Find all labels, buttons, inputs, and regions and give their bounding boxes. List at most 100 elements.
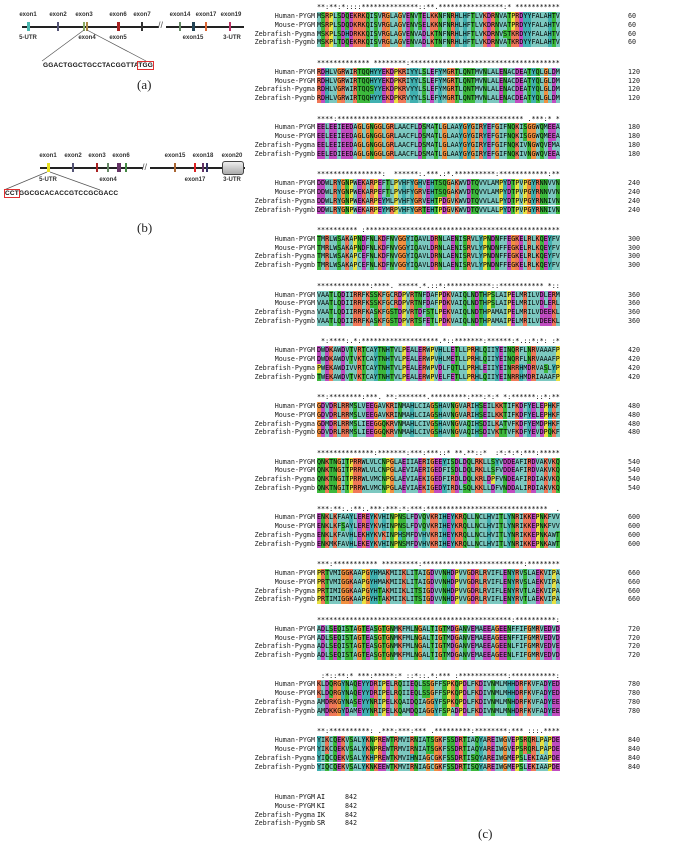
residue: H <box>547 20 552 30</box>
residue: V <box>450 290 455 300</box>
residue: Y <box>410 85 415 95</box>
residue: K <box>377 243 382 253</box>
residue: D <box>426 290 431 300</box>
residue: V <box>406 94 411 103</box>
residue: K <box>385 595 390 605</box>
residue: Q <box>333 753 338 763</box>
residue: L <box>426 252 431 262</box>
residue: D <box>430 577 435 587</box>
residue: G <box>385 132 390 141</box>
residue: I <box>341 475 346 484</box>
residue: Q <box>462 85 467 95</box>
sequence-row: EELEEIEEDAGLGNGGLGRLAACFLDSMATLGLAAYGYGI… <box>317 123 560 133</box>
residue: Y <box>450 522 455 531</box>
residue: S <box>321 12 326 21</box>
residue: G <box>373 123 378 133</box>
residue: E <box>365 651 370 660</box>
residue: R <box>535 624 540 634</box>
residue: G <box>446 94 451 103</box>
residue: I <box>406 457 411 467</box>
residue: D <box>551 762 556 772</box>
residue: A <box>410 372 415 382</box>
residue: L <box>393 132 398 141</box>
residue: V <box>491 522 496 531</box>
residue: V <box>519 577 524 587</box>
residue: I <box>466 736 471 745</box>
residue: R <box>450 475 455 484</box>
residue: W <box>535 149 540 159</box>
residue: I <box>535 372 540 382</box>
gene-line <box>22 26 159 28</box>
residue: M <box>397 762 402 772</box>
position-number: 720 <box>628 651 641 660</box>
residue: K <box>361 29 366 39</box>
sequence-name: Zebrafish-Pygmb <box>254 539 315 548</box>
residue: R <box>393 290 398 300</box>
residue: N <box>389 234 394 244</box>
residue: R <box>353 94 358 103</box>
position-number: 300 <box>628 234 641 243</box>
residue: G <box>442 132 447 141</box>
residue: C <box>365 372 370 382</box>
residue: L <box>458 475 463 484</box>
residue: D <box>438 484 443 493</box>
residue: A <box>406 410 411 420</box>
residue: K <box>325 522 330 531</box>
residue: M <box>523 372 528 382</box>
residue: E <box>446 530 451 540</box>
sequence-row: EELEEIEEDAGLGNGGLGRLAACFLDSMATLGLAAYGYGI… <box>317 132 560 141</box>
residue: A <box>333 372 338 382</box>
residue: L <box>491 419 496 429</box>
residue: T <box>418 12 423 21</box>
residue: F <box>515 642 520 652</box>
residue: D <box>341 299 346 309</box>
residue: A <box>325 290 330 300</box>
residue: S <box>345 624 350 634</box>
residue: K <box>365 308 370 317</box>
residue: V <box>543 569 548 578</box>
residue: Q <box>539 123 544 133</box>
residue: H <box>430 187 435 197</box>
residue: K <box>401 569 407 578</box>
residue: S <box>401 522 407 531</box>
residue: F <box>422 316 427 326</box>
sequence-name: Zebrafish-Pygmb <box>254 94 315 103</box>
residue: R <box>523 744 528 754</box>
residue: G <box>430 698 435 707</box>
residue: N <box>495 29 500 39</box>
residue: D <box>317 205 322 215</box>
residue: W <box>499 736 504 745</box>
residue: R <box>523 308 528 317</box>
residue: V <box>406 308 411 317</box>
residue: S <box>470 753 475 763</box>
residue: R <box>434 530 439 540</box>
residue: N <box>389 261 394 270</box>
residue: I <box>491 372 496 382</box>
residue: V <box>543 595 548 605</box>
residue: L <box>426 20 431 30</box>
residue: K <box>397 85 402 95</box>
residue: R <box>325 20 330 30</box>
residue: G <box>373 419 378 429</box>
residue: D <box>527 372 532 382</box>
residue: E <box>531 428 536 438</box>
residue: A <box>543 744 548 754</box>
residue: G <box>527 642 532 652</box>
residue: D <box>543 706 548 716</box>
position-number: 60 <box>628 12 637 20</box>
residue: E <box>531 513 536 523</box>
residue: E <box>519 94 524 103</box>
residue: F <box>470 680 475 690</box>
residue: I <box>369 38 374 48</box>
residue: R <box>333 689 338 698</box>
consensus-line: ***:**:.:**:.***:***:*:***:*************… <box>317 504 560 513</box>
residue: I <box>434 642 439 652</box>
residue: K <box>365 753 370 763</box>
residue: F <box>401 633 407 643</box>
residue: Y <box>337 196 342 206</box>
residue: Y <box>341 706 346 716</box>
residue: R <box>470 355 475 364</box>
residue: T <box>381 651 386 660</box>
residue: H <box>401 205 407 215</box>
residue: I <box>345 316 350 326</box>
